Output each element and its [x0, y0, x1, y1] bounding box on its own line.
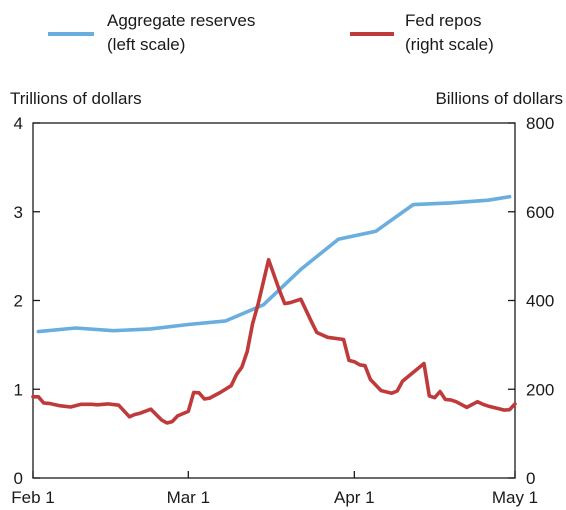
left-axis-tick-label: 3	[14, 203, 23, 222]
x-axis-tick-label: Feb 1	[11, 488, 54, 507]
legend-entry-fed-repos: Fed repos (right scale)	[350, 11, 494, 54]
right-axis-tick-label: 800	[526, 114, 554, 133]
series-line-aggregate-reserves	[36, 194, 512, 334]
legend-label-fed-repos-line1: Fed repos	[405, 11, 482, 30]
ticks: 0 1 2 3 4 0 200 400 600 800 Feb 1 Mar 1 Apr 1 May 1	[11, 114, 554, 507]
x-axis-tick-label: Mar 1	[167, 488, 210, 507]
right-axis-tick-label: 400	[526, 292, 554, 311]
right-axis-tick-label: 0	[526, 469, 535, 488]
legend-label-fed-repos-line2: (right scale)	[405, 35, 494, 54]
legend-label-aggregate-reserves-line2: (left scale)	[107, 35, 185, 54]
left-axis-tick-label: 2	[14, 292, 23, 311]
plot-frame	[32, 122, 516, 479]
right-axis-tick-label: 200	[526, 380, 554, 399]
left-axis-tick-label: 1	[14, 380, 23, 399]
legend: Aggregate reserves (left scale) Fed repo…	[48, 11, 494, 54]
legend-entry-aggregate-reserves: Aggregate reserves (left scale)	[48, 11, 255, 54]
left-axis-tick-label: 4	[14, 114, 23, 133]
x-axis-tick-label: May 1	[492, 488, 538, 507]
series-layer	[31, 194, 517, 425]
left-axis-tick-label: 0	[14, 469, 23, 488]
right-axis-title: Billions of dollars	[435, 89, 563, 108]
left-axis-title: Trillions of dollars	[10, 89, 142, 108]
right-axis-tick-label: 600	[526, 203, 554, 222]
legend-label-aggregate-reserves-line1: Aggregate reserves	[107, 11, 255, 30]
x-axis-tick-label: Apr 1	[334, 488, 375, 507]
series-line-fed-repos	[31, 257, 517, 425]
